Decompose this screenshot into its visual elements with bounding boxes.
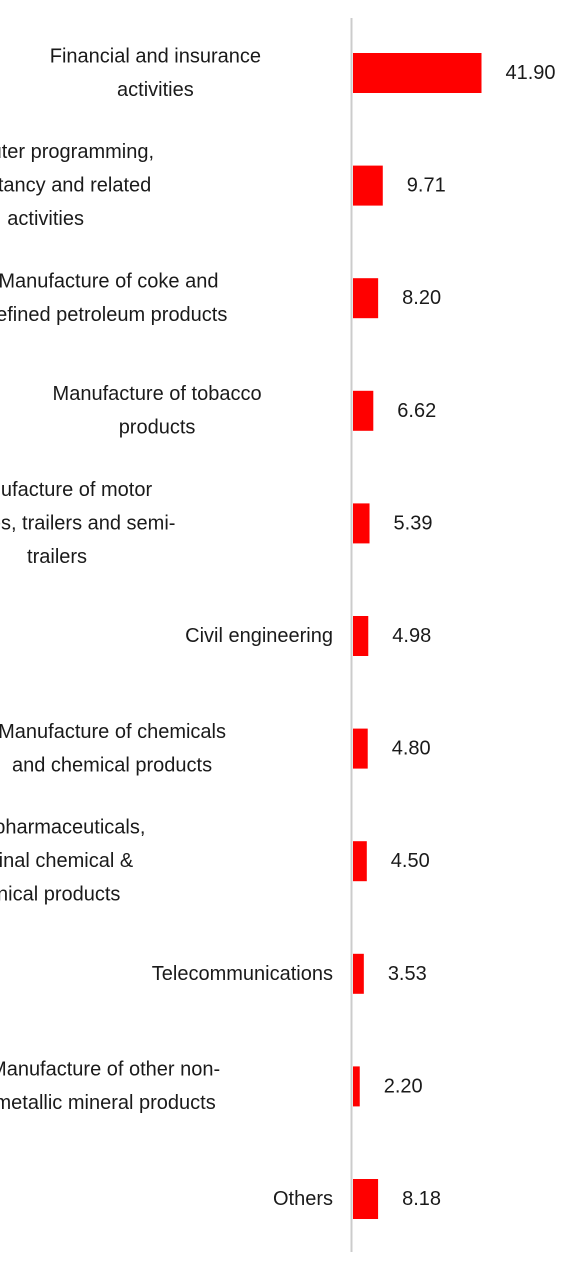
category-label-1: Computer programming,consultancy and rel… [0,141,154,230]
value-label-8: 3.53 [388,963,427,985]
category-label-6: Manufacture of chemicals and chemical pro… [0,721,226,777]
category-label-8: Telecommunications [152,963,333,985]
category-label-4: Manufacture of motorvehicles, trailers a… [0,479,175,568]
category-label-0: Financial and insurance activities [50,45,261,101]
bar-6 [353,728,368,769]
value-label-2: 8.20 [402,287,441,309]
value-label-1: 9.71 [407,175,446,197]
value-label-5: 4.98 [392,625,431,647]
value-labels-layer: 41.90 9.71 8.20 6.62 5.39 4.98 4.80 4.50 3.53 2.2… [384,62,556,1210]
bar-9 [353,1066,360,1107]
value-label-9: 2.20 [384,1075,423,1097]
category-label-2: Manufacture of coke and refined petroleum… [0,270,227,326]
bar-10 [353,1179,379,1219]
category-label-10: Others [273,1188,333,1210]
value-label-4: 5.39 [394,512,433,534]
bar-0 [353,53,482,93]
value-label-0: 41.90 [505,62,555,84]
value-label-10: 8.18 [402,1188,441,1210]
category-label-3: Manufacture of tobacco products [53,383,262,439]
value-label-3: 6.62 [397,400,436,422]
category-label-7: Mfg of pharmaceuticals,medicinal chemica… [0,817,145,906]
category-label-9: Manufacture of other non-metallic minera… [0,1059,220,1115]
bar-2 [353,278,379,319]
bar-8 [353,953,364,994]
bar-4 [353,503,370,544]
bar-1 [353,165,383,206]
value-label-7: 4.50 [391,850,430,872]
bars-layer [353,53,482,1219]
bar-5 [353,616,369,656]
bar-3 [353,390,374,431]
value-label-6: 4.80 [392,738,431,760]
category-label-5: Civil engineering [185,625,333,647]
bar-7 [353,841,367,882]
